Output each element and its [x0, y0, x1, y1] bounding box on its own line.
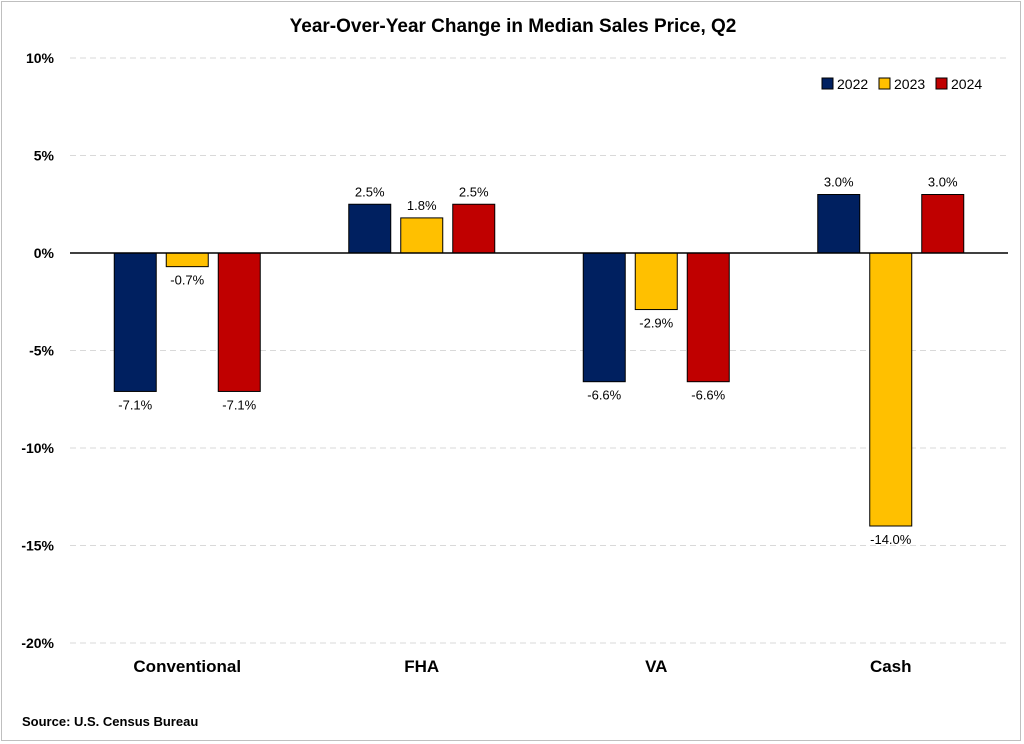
legend-swatch	[935, 77, 948, 90]
x-axis-categories: Conventional FHA VA Cash	[133, 657, 911, 676]
data-label: -7.1%	[222, 397, 256, 412]
y-tick-label: 5%	[34, 148, 55, 164]
bar-2023-fha	[400, 217, 444, 254]
y-tick-label: 10%	[26, 50, 55, 66]
bar-2024-conventional	[217, 252, 261, 392]
data-label: -6.6%	[691, 388, 725, 403]
bar-2023-va	[634, 252, 678, 311]
x-category-label: FHA	[404, 657, 439, 676]
data-label: -0.7%	[170, 273, 204, 288]
data-label: 3.0%	[824, 175, 854, 190]
gridlines	[70, 57, 1008, 644]
bar-2022-cash	[817, 194, 861, 254]
legend-swatch	[878, 77, 891, 90]
bars	[113, 194, 965, 527]
y-tick-label: -5%	[29, 343, 54, 359]
data-label: -2.9%	[639, 316, 673, 331]
y-tick-label: 0%	[34, 245, 55, 261]
chart-title: Year-Over-Year Change in Median Sales Pr…	[290, 16, 737, 37]
data-label: 2.5%	[355, 184, 385, 199]
bar-2023-cash	[869, 252, 913, 527]
bar-2022-va	[582, 252, 626, 383]
data-label: 2.5%	[459, 184, 489, 199]
legend: 2022 2023 2024	[821, 76, 982, 92]
bar-2022-fha	[348, 203, 392, 254]
data-label: -6.6%	[587, 388, 621, 403]
y-tick-label: -15%	[21, 538, 54, 554]
legend-label: 2022	[837, 76, 868, 92]
y-tick-label: -20%	[21, 635, 54, 651]
bar-2023-conventional	[165, 252, 209, 268]
bar-2022-conventional	[113, 252, 157, 392]
data-label: 3.0%	[928, 175, 958, 190]
data-label: 1.8%	[407, 198, 437, 213]
data-label: -14.0%	[870, 532, 912, 547]
x-category-label: Cash	[870, 657, 912, 676]
bar-2024-fha	[452, 203, 496, 254]
source-note: Source: U.S. Census Bureau	[22, 714, 198, 729]
bar-2024-cash	[921, 194, 965, 254]
data-labels: -7.1% -0.7% -7.1% 2.5% 1.8% 2.5% -6.6% -2.9% -6.…	[118, 175, 958, 548]
legend-label: 2024	[951, 76, 982, 92]
data-label: -7.1%	[118, 397, 152, 412]
bar-2024-va	[686, 252, 730, 383]
x-category-label: VA	[645, 657, 667, 676]
y-tick-label: -10%	[21, 440, 54, 456]
x-category-label: Conventional	[133, 657, 241, 676]
legend-swatch	[821, 77, 834, 90]
legend-label: 2023	[894, 76, 925, 92]
y-axis-ticks: 10% 5% 0% -5% -10% -15% -20%	[21, 50, 54, 651]
